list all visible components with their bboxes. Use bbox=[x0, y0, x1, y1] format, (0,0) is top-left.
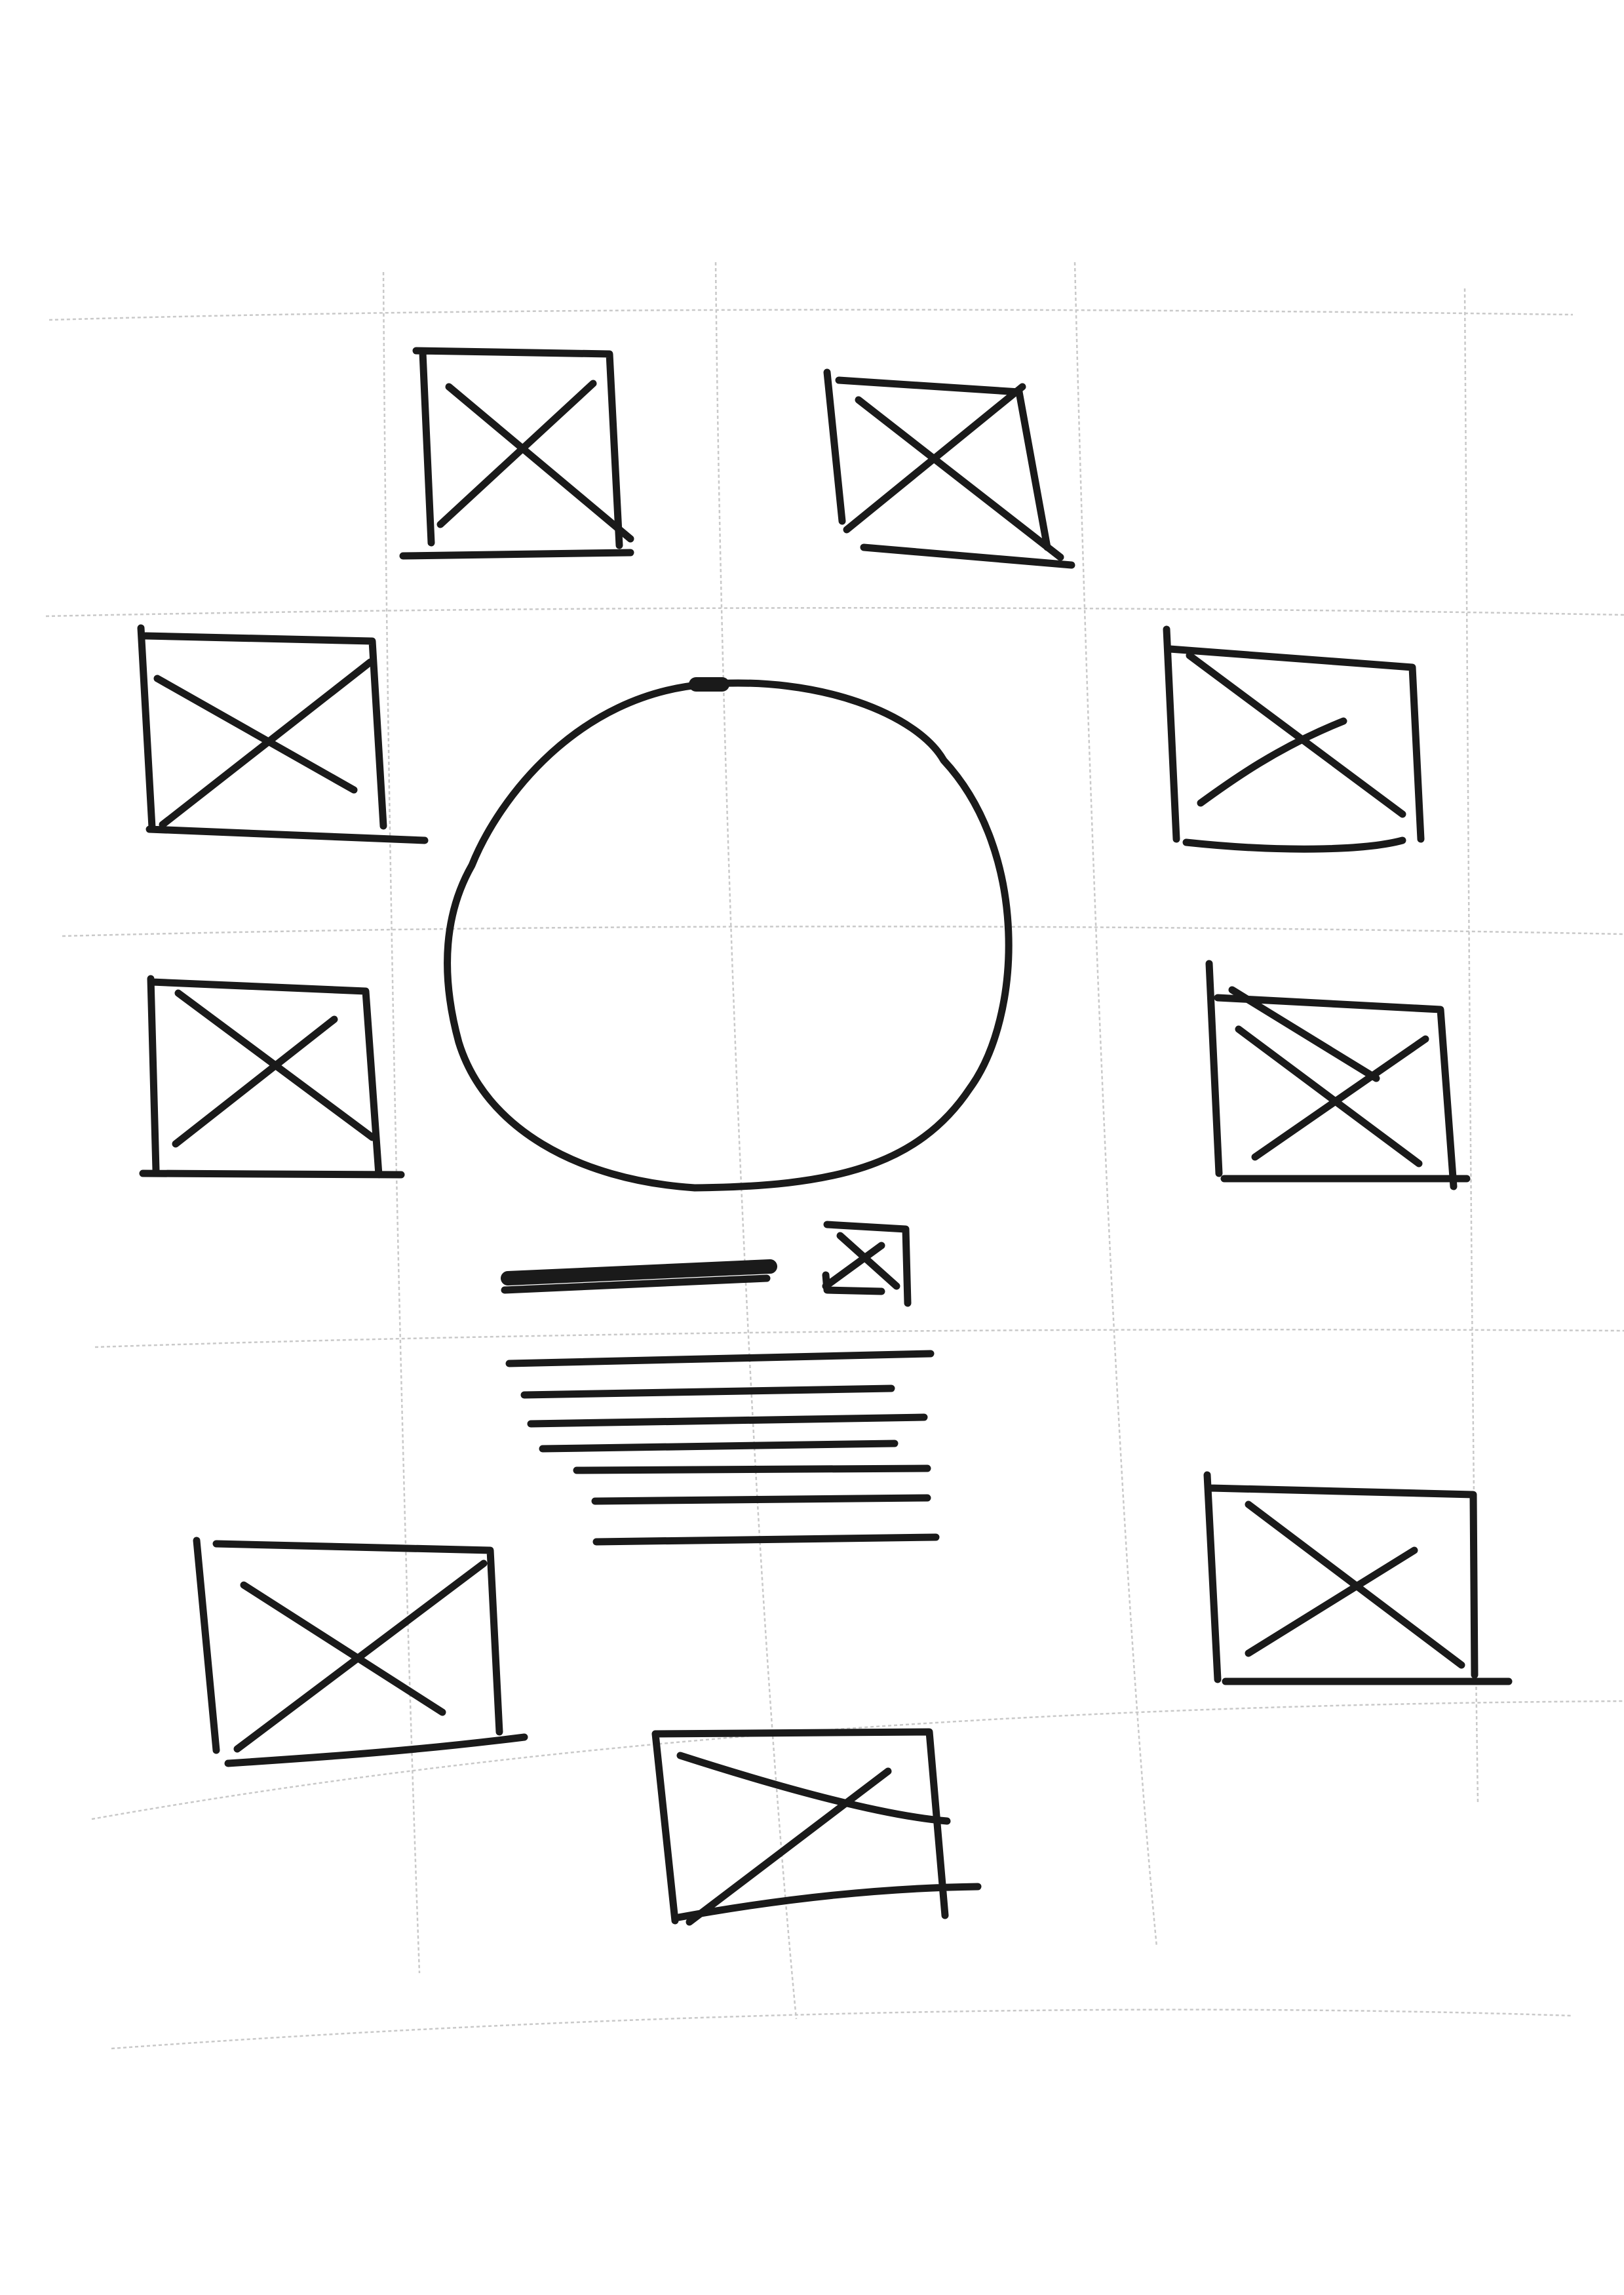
text-line bbox=[592, 1533, 940, 1546]
image-placeholder-upper-right bbox=[1163, 625, 1425, 853]
image-placeholder-cross-icon bbox=[843, 383, 1064, 561]
hero-circle bbox=[444, 679, 1013, 1192]
heading-bar bbox=[501, 1259, 777, 1285]
image-placeholder-icon bbox=[822, 1221, 912, 1307]
text-line bbox=[539, 1440, 899, 1453]
image-placeholder-middle-right bbox=[1205, 960, 1471, 1190]
image-placeholder-frame bbox=[137, 624, 429, 844]
grid-line bbox=[714, 262, 798, 2020]
grid-line bbox=[94, 1329, 1624, 1348]
grid-line bbox=[91, 1700, 1624, 1820]
image-placeholder-middle-left bbox=[139, 975, 405, 1179]
image-placeholder-top-right bbox=[823, 368, 1075, 569]
image-placeholder-cross-icon bbox=[1228, 986, 1429, 1167]
image-placeholder-cross-icon bbox=[1245, 1501, 1465, 1669]
image-placeholder-frame bbox=[651, 1728, 982, 1925]
image-placeholder-frame bbox=[1203, 1471, 1513, 1685]
image-placeholder-cross-icon bbox=[233, 1559, 488, 1753]
image-placeholder-frame bbox=[1163, 625, 1425, 853]
text-line bbox=[591, 1494, 931, 1505]
image-placeholder-group bbox=[137, 347, 1513, 1926]
image-placeholder-frame bbox=[399, 347, 634, 560]
text-line bbox=[573, 1464, 931, 1474]
heading-bar-underline bbox=[501, 1274, 771, 1294]
pencil-grid bbox=[45, 262, 1624, 2050]
text-line bbox=[505, 1350, 935, 1367]
grid-line bbox=[111, 2009, 1574, 2050]
small-image-cross bbox=[822, 1232, 900, 1290]
image-placeholder-upper-left bbox=[137, 624, 429, 844]
text-line bbox=[527, 1413, 928, 1428]
caption-text-lines bbox=[505, 1350, 940, 1546]
grid-line bbox=[48, 309, 1574, 321]
image-placeholder-cross-icon bbox=[153, 658, 374, 829]
grid-line bbox=[1073, 262, 1158, 1948]
image-placeholder-top-left bbox=[399, 347, 634, 560]
grid-line bbox=[382, 271, 421, 1974]
image-placeholder-cross-icon bbox=[436, 380, 634, 543]
caption-heading bbox=[501, 1259, 777, 1294]
small-image-frame bbox=[822, 1221, 912, 1307]
image-placeholder-cross-icon bbox=[676, 1752, 951, 1926]
image-placeholder-bottom-center bbox=[651, 1728, 982, 1926]
grid-line bbox=[45, 607, 1624, 618]
image-placeholder-bottom-left bbox=[193, 1537, 528, 1767]
image-placeholder-frame bbox=[139, 975, 405, 1179]
grid-line bbox=[62, 926, 1624, 937]
image-placeholder-frame bbox=[1205, 960, 1471, 1190]
image-placeholder-lower-right bbox=[1203, 1471, 1513, 1685]
image-placeholder-cross-icon bbox=[1186, 652, 1406, 818]
image-placeholder-cross-icon bbox=[172, 989, 376, 1148]
text-line bbox=[520, 1384, 895, 1399]
image-placeholder-frame bbox=[193, 1537, 528, 1767]
